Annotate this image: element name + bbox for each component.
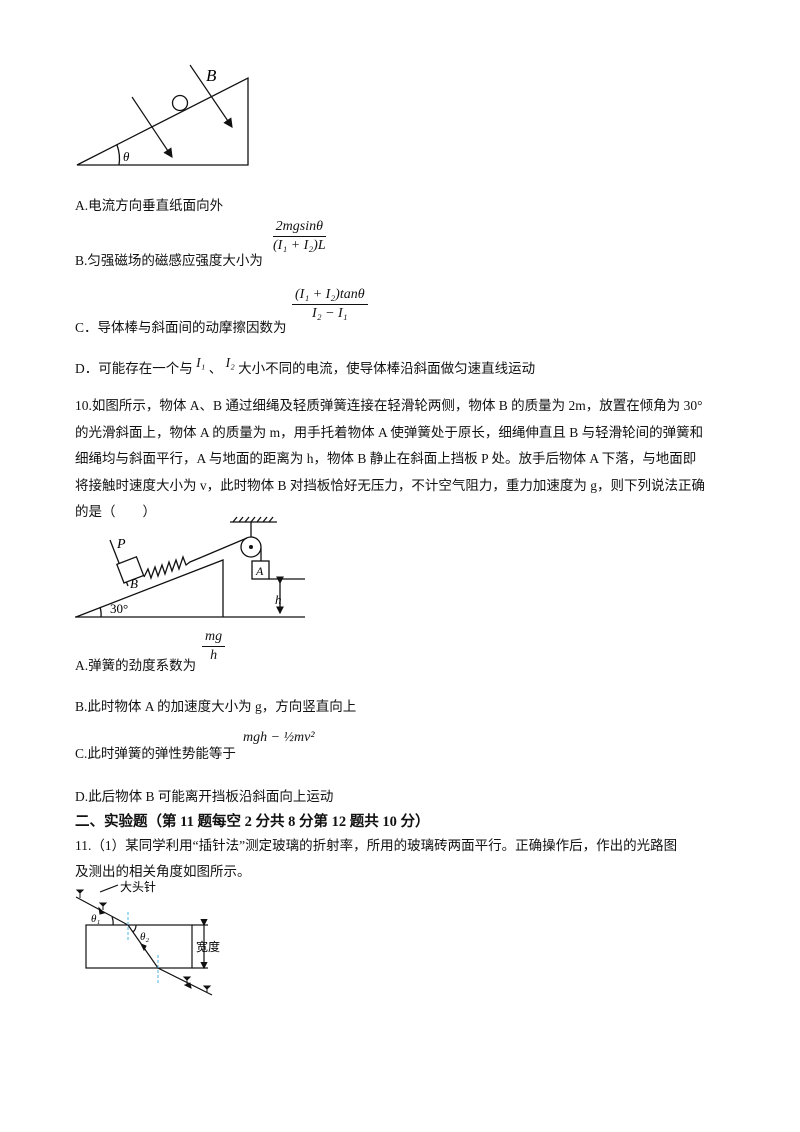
q10-option-a-formula: mg h [202,628,226,665]
label-B-block: B [130,576,138,591]
section-heading: 二、实验题（第 11 题每空 2 分共 8 分第 12 题共 10 分） [75,814,430,830]
q10-line: 10.如图所示，物体 A、B 通过细绳及轻质弹簧连接在轻滑轮两侧，物体 B 的质… [75,398,703,413]
q9-option-c-formula: (I₁ + I₂)tanθ I₂ − I₁ [292,286,368,323]
rope [201,537,248,558]
field-arrow [131,96,173,158]
label-P: P [116,537,126,552]
q10-option-c: C.此时弹簧的弹性势能等于 [75,746,236,761]
option-d-prefix: D．可能存在一个与 [75,361,193,376]
separator: 、 [208,361,223,376]
formula-denominator: h [210,648,218,663]
label-theta2: θ₂ [140,931,149,943]
block-A [251,560,270,580]
label-width: 宽度 [196,939,220,954]
label-A-block: A [255,564,264,578]
formula-denominator: (I₁ + I₂)L [273,238,326,253]
formula-numerator: (I₁ + I₂)tanθ [292,286,368,305]
q10-line: 的是（ ） [75,504,156,519]
q10-option-b: B.此时物体 A 的加速度大小为 g，方向竖直向上 [75,699,357,714]
q10-option-d: D.此后物体 B 可能离开挡板沿斜面向上运动 [75,789,334,804]
q10-line: 的光滑斜面上，物体 A 的质量为 m，用手托着物体 A 使弹簧处于原长，细绳伸直… [75,425,704,440]
conductor-rod [171,94,189,112]
pin-icons [75,889,212,993]
block-B [115,555,145,584]
q11-line: 11.（1）某同学利用“插针法”测定玻璃的折射率，所用的玻璃砖两面平行。正确操作… [75,838,678,853]
q11-line: 及测出的相关角度如图所示。 [75,864,251,879]
field-arrow [189,64,233,128]
spring-pulley-figure [75,516,305,618]
label-30deg: 30° [110,601,128,616]
q10-option-a: A.弹簧的劲度系数为 [75,658,197,673]
q10-line: 将接触时速度大小为 v，此时物体 B 对挡板恰好无压力，不计空气阻力，重力加速度… [75,478,706,493]
formula-denominator: I₂ − I₁ [312,306,348,321]
current-i2: I₂ [225,355,235,370]
glass-slab [85,924,193,969]
q9-option-b-formula: 2mgsinθ (I₁ + I₂)L [270,218,329,255]
q10-line: 细绳均与斜面平行，A 与地面的距离为 h，物体 B 静止在斜面上挡板 P 处。放… [75,451,697,466]
spring [143,555,203,580]
label-h: h [275,592,282,607]
label-B: B [206,66,217,85]
q9-option-a: A.电流方向垂直纸面向外 [75,198,224,213]
label-pin: 大头针 [120,879,156,894]
current-i1: I₁ [196,355,206,370]
formula-numerator: 2mgsinθ [272,218,326,237]
q9-option-c: C．导体棒与斜面间的动摩擦因数为 [75,320,287,335]
q9-option-d: D．可能存在一个与 I₁ 、 I₂ 大小不同的电流，使导体棒沿斜面做匀速直线运动 [75,355,536,377]
formula-numerator: mg [202,628,226,647]
option-d-suffix: 大小不同的电流，使导体棒沿斜面做匀速直线运动 [238,361,536,376]
label-theta1: θ₁ [91,913,100,925]
q10-option-c-formula: mgh − ½mv² [243,730,315,745]
pulley [240,536,262,558]
incline-triangle [76,76,249,166]
label-theta: θ [123,149,130,164]
q9-option-b: B.匀强磁场的磁感应强度大小为 [75,253,263,268]
